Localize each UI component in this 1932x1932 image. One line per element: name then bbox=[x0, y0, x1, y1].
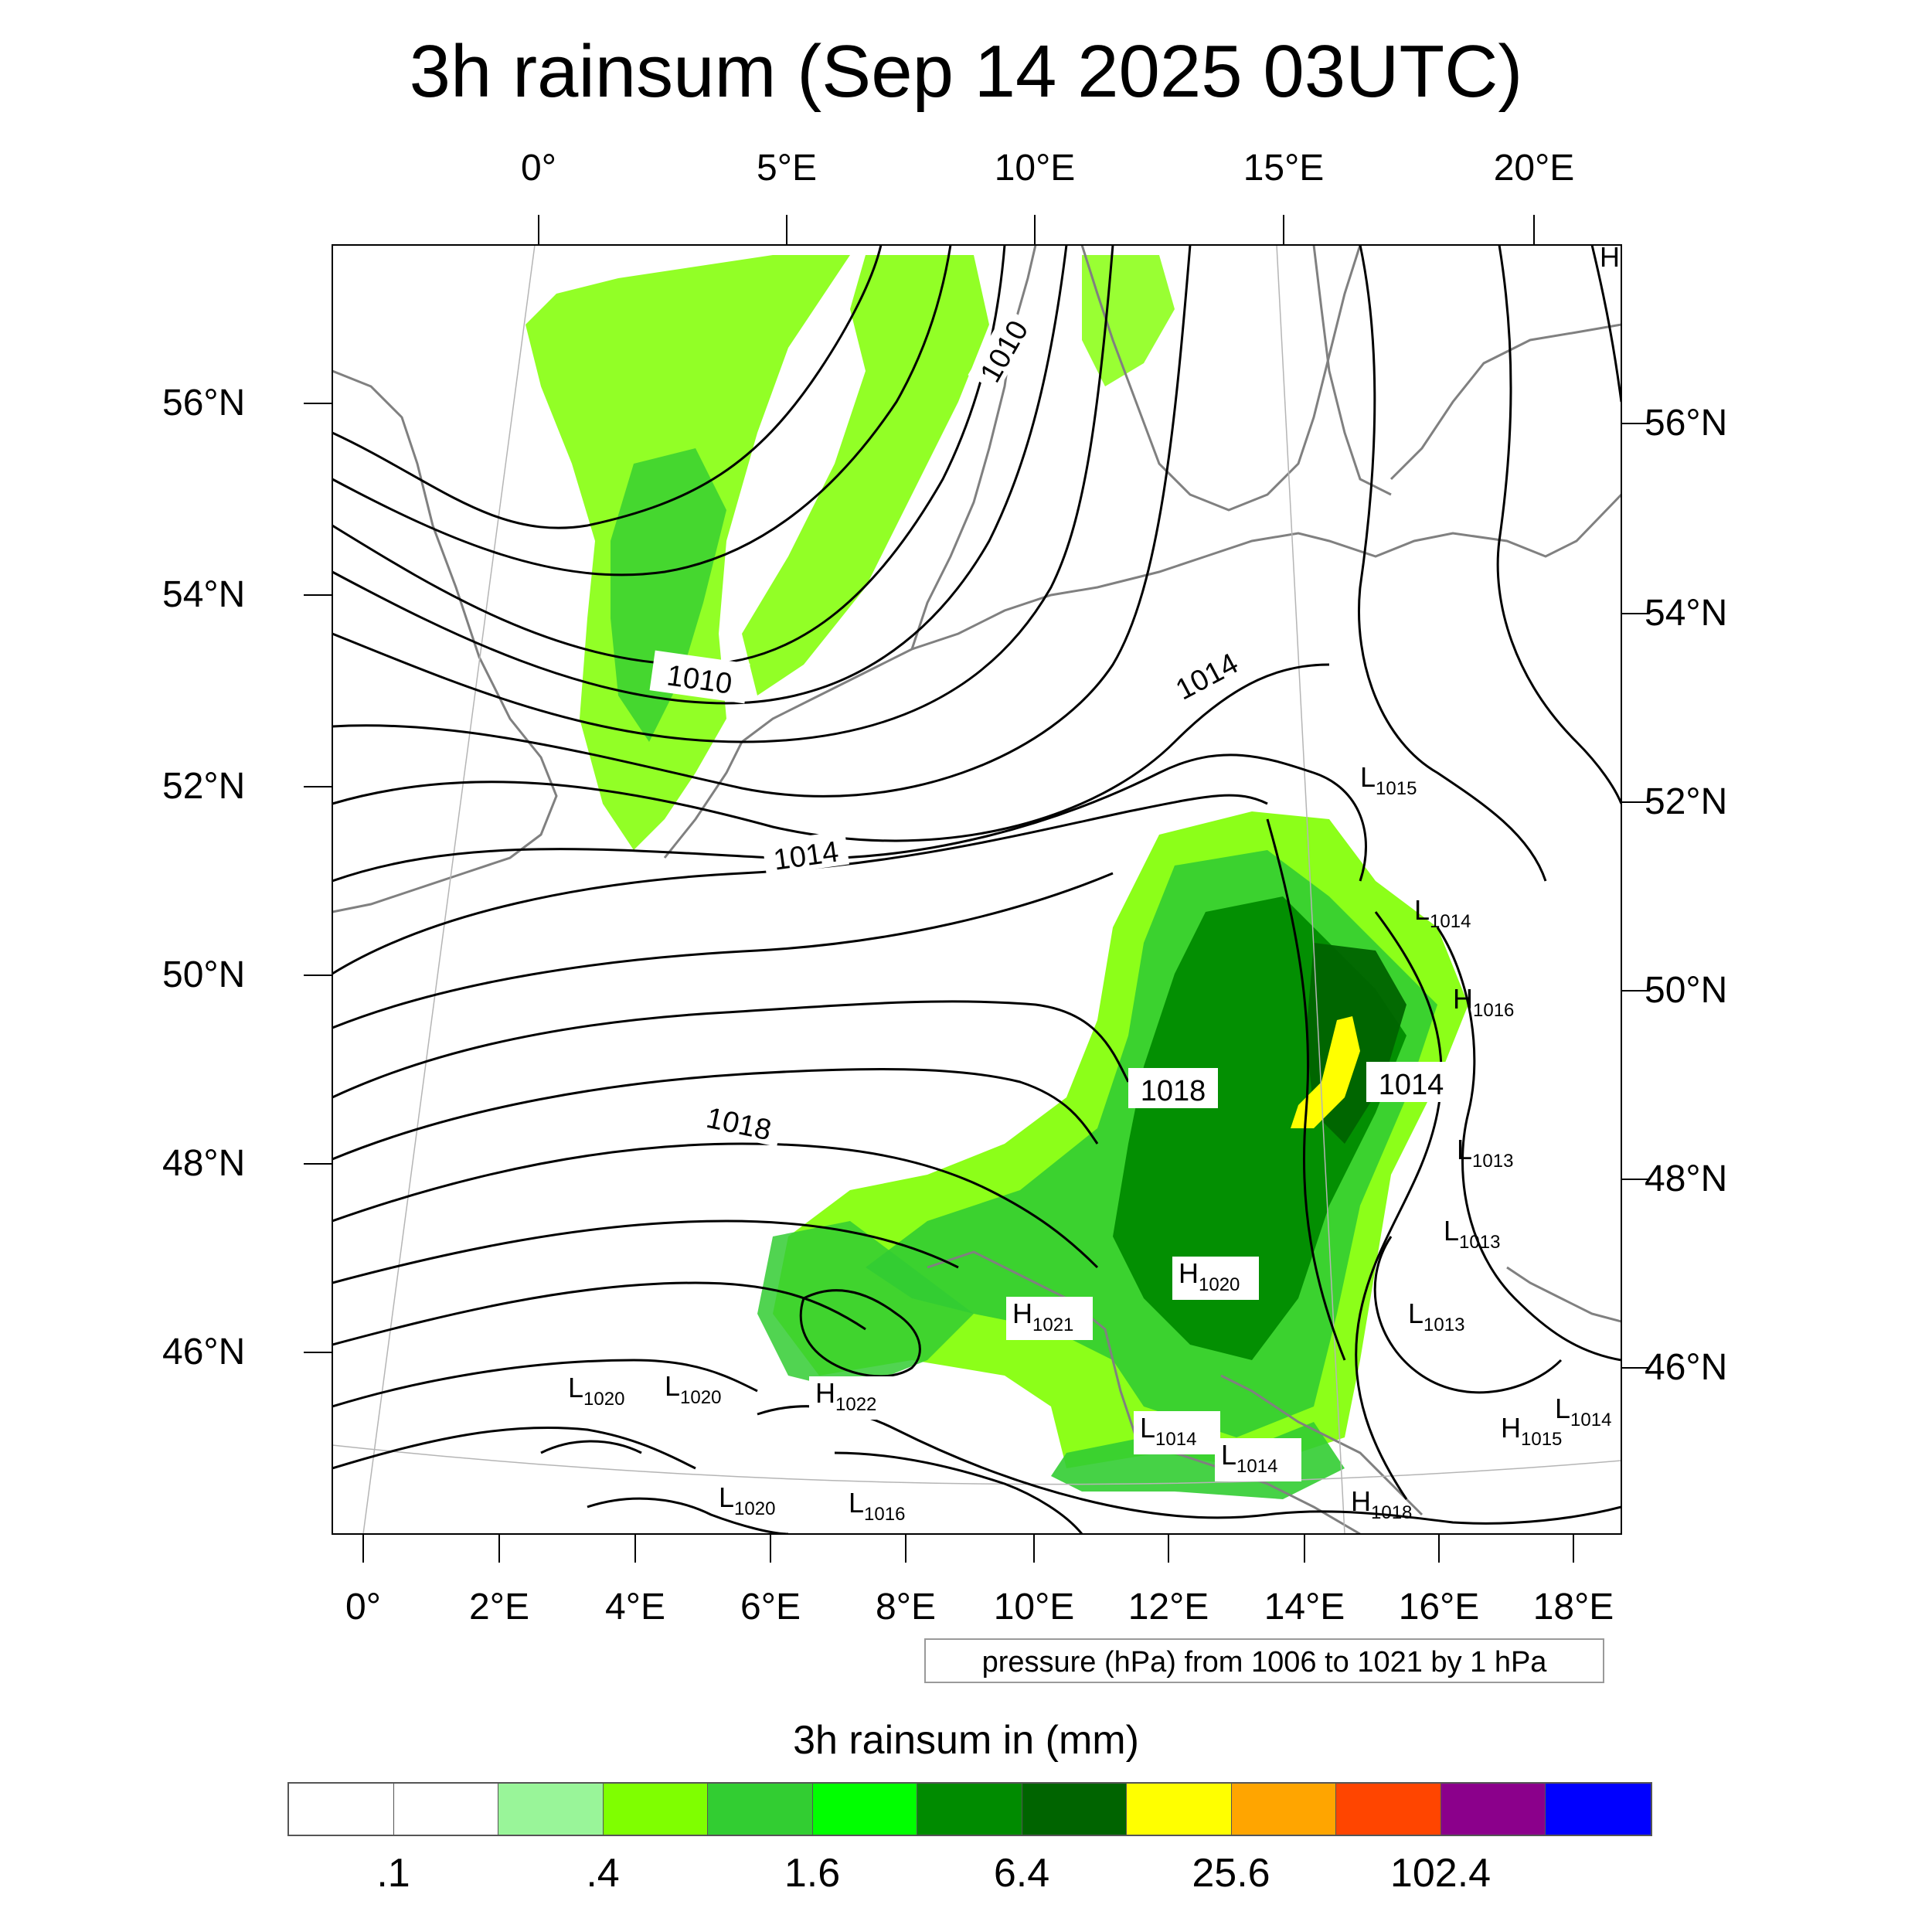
pressure-center: L1014 bbox=[1221, 1439, 1277, 1477]
precip-fields bbox=[526, 255, 1468, 1499]
pressure-center: H1020 bbox=[1179, 1257, 1240, 1295]
pressure-center: H1022 bbox=[815, 1377, 876, 1415]
pressure-center: L1014 bbox=[1414, 894, 1471, 932]
bottom-axis-label: 18°E bbox=[1532, 1587, 1614, 1628]
pressure-center: H1018 bbox=[1351, 1485, 1412, 1523]
pressure-center: L1013 bbox=[1408, 1298, 1464, 1335]
right-axis-label: 56°N bbox=[1645, 403, 1728, 444]
pressure-center: L1014 bbox=[1555, 1393, 1611, 1430]
right-axis-label: 46°N bbox=[1645, 1347, 1728, 1388]
bottom-axis-label: 12°E bbox=[1128, 1587, 1209, 1628]
right-axis-label: 52°N bbox=[1645, 781, 1728, 822]
left-axis-label: 52°N bbox=[162, 766, 246, 807]
pressure-center: L1016 bbox=[849, 1487, 905, 1525]
bottom-axis-label: 16°E bbox=[1398, 1587, 1480, 1628]
isobars bbox=[332, 245, 1621, 1534]
pressure-center: L1020 bbox=[719, 1481, 775, 1519]
right-axis-label: 48°N bbox=[1645, 1158, 1728, 1199]
pressure-center: H1021 bbox=[1012, 1298, 1073, 1335]
colorbar-swatch bbox=[708, 1784, 813, 1835]
map-title: 3h rainsum (Sep 14 2025 03UTC) bbox=[409, 30, 1523, 113]
right-axis-label: 54°N bbox=[1645, 593, 1728, 634]
colorbar-swatch bbox=[1127, 1784, 1232, 1835]
isobar-label: 1018 bbox=[703, 1102, 774, 1148]
bottom-axis-label: 8°E bbox=[876, 1587, 936, 1628]
colorbar-swatch bbox=[1022, 1784, 1127, 1835]
left-axis-label: 50°N bbox=[162, 954, 246, 995]
colorbar-swatch bbox=[498, 1784, 604, 1835]
top-axis-label: 5°E bbox=[757, 148, 817, 189]
left-axis-label: 48°N bbox=[162, 1143, 246, 1184]
colorbar-label: .1 bbox=[376, 1851, 410, 1896]
pressure-center: H1015 bbox=[1501, 1412, 1562, 1450]
top-axis-label: 20°E bbox=[1493, 148, 1575, 189]
pressure-center: H bbox=[1600, 241, 1620, 273]
colorbar-label: 102.4 bbox=[1389, 1851, 1492, 1896]
bottom-axis-label: 0° bbox=[345, 1587, 381, 1628]
isobar-label: 1014 bbox=[1379, 1069, 1444, 1101]
colorbar-swatch bbox=[1440, 1784, 1546, 1835]
pressure-center: L1013 bbox=[1444, 1215, 1500, 1253]
map-content bbox=[332, 245, 1621, 1534]
right-axis-label: 50°N bbox=[1645, 970, 1728, 1011]
pressure-center: L1020 bbox=[568, 1372, 624, 1410]
bottom-axis-label: 2°E bbox=[469, 1587, 529, 1628]
colorbar-label: 6.4 bbox=[993, 1851, 1050, 1896]
colorbar-swatch bbox=[393, 1784, 498, 1835]
precip-scandinavia-band bbox=[742, 255, 989, 696]
pressure-center: H1016 bbox=[1453, 983, 1514, 1021]
graticule bbox=[332, 245, 1621, 1534]
colorbar-swatch bbox=[1546, 1784, 1651, 1835]
colorbar-swatch bbox=[812, 1784, 917, 1835]
pressure-center: L1020 bbox=[665, 1370, 721, 1408]
left-axis-label: 56°N bbox=[162, 383, 246, 423]
bottom-axis-label: 14°E bbox=[1264, 1587, 1345, 1628]
colorbar-swatch bbox=[603, 1784, 708, 1835]
colorbar bbox=[287, 1782, 1652, 1836]
pressure-center: L1014 bbox=[1140, 1412, 1196, 1450]
map-frame bbox=[332, 244, 1622, 1535]
precip-northsea-core bbox=[611, 448, 726, 742]
pressure-center: L1015 bbox=[1360, 761, 1417, 799]
top-axis-label: 15°E bbox=[1243, 148, 1325, 189]
colorbar-label: 1.6 bbox=[784, 1851, 841, 1896]
axis-ticks bbox=[304, 215, 1650, 1563]
coastlines bbox=[332, 245, 1621, 1534]
colorbar-swatch bbox=[1231, 1784, 1336, 1835]
top-axis-label: 10°E bbox=[994, 148, 1076, 189]
colorbar-label: .4 bbox=[586, 1851, 620, 1896]
pressure-center: L1013 bbox=[1457, 1134, 1513, 1172]
colorbar-title: 3h rainsum in (mm) bbox=[793, 1718, 1139, 1763]
colorbar-swatch bbox=[1336, 1784, 1441, 1835]
left-axis-label: 54°N bbox=[162, 574, 246, 615]
colorbar-swatch bbox=[917, 1784, 1022, 1835]
precip-sweden-patch bbox=[1082, 255, 1175, 386]
colorbar-swatch bbox=[289, 1784, 394, 1835]
isobar-label: 1018 bbox=[1141, 1075, 1206, 1107]
top-axis-label: 0° bbox=[521, 148, 556, 189]
pressure-info-box: pressure (hPa) from 1006 to 1021 by 1 hP… bbox=[924, 1638, 1604, 1683]
left-axis-label: 46°N bbox=[162, 1332, 246, 1372]
bottom-axis-label: 10°E bbox=[993, 1587, 1075, 1628]
pressure-centers: H L1015 L1014 H1016 L1013 L1013 L1013 H1… bbox=[568, 241, 1620, 1525]
colorbar-label: 25.6 bbox=[1192, 1851, 1270, 1896]
bottom-axis-label: 6°E bbox=[740, 1587, 801, 1628]
bottom-axis-label: 4°E bbox=[605, 1587, 665, 1628]
